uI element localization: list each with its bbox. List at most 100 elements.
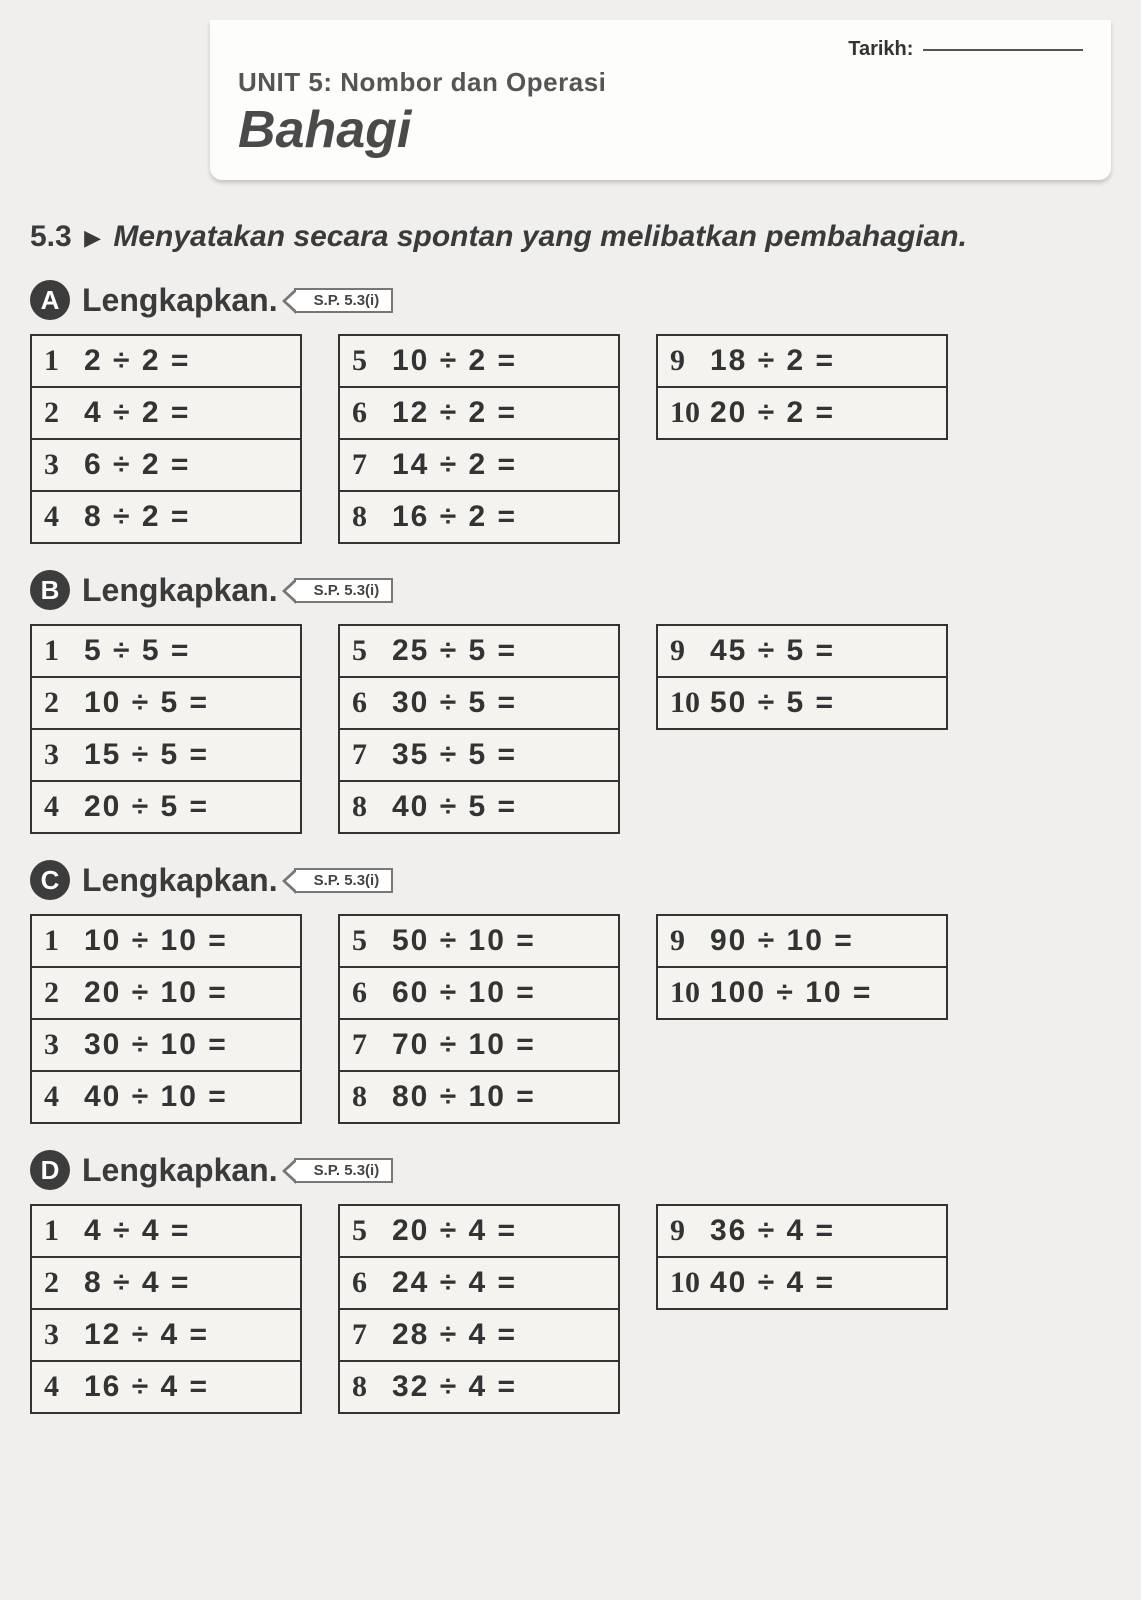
question-equation: 10 ÷ 2 = <box>392 344 517 377</box>
question-number: 7 <box>352 1318 384 1352</box>
subheading: 5.3 ▶ Menyatakan secara spontan yang mel… <box>30 220 1111 254</box>
question-number: 2 <box>44 976 76 1010</box>
question-cell[interactable]: 525 ÷ 5 = <box>339 625 619 677</box>
header-card: Tarikh: UNIT 5: Nombor dan Operasi Bahag… <box>210 20 1111 180</box>
question-cell[interactable]: 612 ÷ 2 = <box>339 387 619 439</box>
question-cell[interactable]: 1020 ÷ 2 = <box>657 387 947 439</box>
table-row: 330 ÷ 10 = <box>31 1019 301 1071</box>
question-cell[interactable]: 550 ÷ 10 = <box>339 915 619 967</box>
question-cell[interactable]: 990 ÷ 10 = <box>657 915 947 967</box>
question-table: 12 ÷ 2 =24 ÷ 2 =36 ÷ 2 =48 ÷ 2 = <box>30 334 302 544</box>
question-cell[interactable]: 420 ÷ 5 = <box>31 781 301 833</box>
columns-row: 14 ÷ 4 =28 ÷ 4 =312 ÷ 4 =416 ÷ 4 = 520 ÷ … <box>30 1204 1111 1414</box>
table-row: 520 ÷ 4 = <box>339 1205 619 1257</box>
section-badge: B <box>30 570 70 610</box>
question-equation: 45 ÷ 5 = <box>710 634 835 667</box>
question-table: 110 ÷ 10 =220 ÷ 10 =330 ÷ 10 =440 ÷ 10 = <box>30 914 302 1124</box>
table-row: 990 ÷ 10 = <box>657 915 947 967</box>
table-row: 840 ÷ 5 = <box>339 781 619 833</box>
sp-tag: S.P. 5.3(i) <box>294 1158 394 1183</box>
question-cell[interactable]: 714 ÷ 2 = <box>339 439 619 491</box>
question-cell[interactable]: 440 ÷ 10 = <box>31 1071 301 1123</box>
question-cell[interactable]: 840 ÷ 5 = <box>339 781 619 833</box>
unit-line: UNIT 5: Nombor dan Operasi <box>238 67 1083 98</box>
question-number: 8 <box>352 790 384 824</box>
question-cell[interactable]: 832 ÷ 4 = <box>339 1361 619 1413</box>
columns-row: 12 ÷ 2 =24 ÷ 2 =36 ÷ 2 =48 ÷ 2 =510 ÷ 2 … <box>30 334 1111 544</box>
question-cell[interactable]: 728 ÷ 4 = <box>339 1309 619 1361</box>
question-equation: 50 ÷ 10 = <box>392 924 536 957</box>
question-number: 5 <box>352 1214 384 1248</box>
question-cell[interactable]: 110 ÷ 10 = <box>31 915 301 967</box>
question-cell[interactable]: 312 ÷ 4 = <box>31 1309 301 1361</box>
subheading-number: 5.3 <box>30 220 72 253</box>
question-cell[interactable]: 10100 ÷ 10 = <box>657 967 947 1019</box>
question-cell[interactable]: 28 ÷ 4 = <box>31 1257 301 1309</box>
section-title: Lengkapkan. <box>82 1152 278 1189</box>
table-row: 510 ÷ 2 = <box>339 335 619 387</box>
tarikh-label: Tarikh: <box>848 38 913 60</box>
question-cell[interactable]: 520 ÷ 4 = <box>339 1205 619 1257</box>
table-row: 1040 ÷ 4 = <box>657 1257 947 1309</box>
table-row: 312 ÷ 4 = <box>31 1309 301 1361</box>
question-cell[interactable]: 1040 ÷ 4 = <box>657 1257 947 1309</box>
question-cell[interactable]: 660 ÷ 10 = <box>339 967 619 1019</box>
table-row: 880 ÷ 10 = <box>339 1071 619 1123</box>
table-row: 918 ÷ 2 = <box>657 335 947 387</box>
triangle-icon: ▶ <box>84 225 101 250</box>
question-cell[interactable]: 15 ÷ 5 = <box>31 625 301 677</box>
table-row: 550 ÷ 10 = <box>339 915 619 967</box>
question-number: 5 <box>352 634 384 668</box>
question-cell[interactable]: 510 ÷ 2 = <box>339 335 619 387</box>
question-cell[interactable]: 880 ÷ 10 = <box>339 1071 619 1123</box>
question-cell[interactable]: 770 ÷ 10 = <box>339 1019 619 1071</box>
question-cell[interactable]: 624 ÷ 4 = <box>339 1257 619 1309</box>
question-number: 7 <box>352 738 384 772</box>
question-cell[interactable]: 735 ÷ 5 = <box>339 729 619 781</box>
question-equation: 2 ÷ 2 = <box>84 344 190 377</box>
question-cell[interactable]: 945 ÷ 5 = <box>657 625 947 677</box>
table-row: 770 ÷ 10 = <box>339 1019 619 1071</box>
table-row: 28 ÷ 4 = <box>31 1257 301 1309</box>
question-equation: 10 ÷ 5 = <box>84 686 209 719</box>
question-table: 510 ÷ 2 =612 ÷ 2 =714 ÷ 2 =816 ÷ 2 = <box>338 334 620 544</box>
question-equation: 90 ÷ 10 = <box>710 924 854 957</box>
question-equation: 20 ÷ 2 = <box>710 396 835 429</box>
question-cell[interactable]: 416 ÷ 4 = <box>31 1361 301 1413</box>
question-cell[interactable]: 210 ÷ 5 = <box>31 677 301 729</box>
table-row: 735 ÷ 5 = <box>339 729 619 781</box>
question-equation: 8 ÷ 4 = <box>84 1266 190 1299</box>
table-row: 945 ÷ 5 = <box>657 625 947 677</box>
question-number: 10 <box>670 686 702 720</box>
question-cell[interactable]: 630 ÷ 5 = <box>339 677 619 729</box>
question-cell[interactable]: 330 ÷ 10 = <box>31 1019 301 1071</box>
question-equation: 40 ÷ 10 = <box>84 1080 228 1113</box>
sp-tag: S.P. 5.3(i) <box>294 288 394 313</box>
question-equation: 14 ÷ 2 = <box>392 448 517 481</box>
table-row: 36 ÷ 2 = <box>31 439 301 491</box>
question-number: 8 <box>352 1080 384 1114</box>
columns-row: 110 ÷ 10 =220 ÷ 10 =330 ÷ 10 =440 ÷ 10 =… <box>30 914 1111 1124</box>
question-cell[interactable]: 1050 ÷ 5 = <box>657 677 947 729</box>
question-cell[interactable]: 12 ÷ 2 = <box>31 335 301 387</box>
section-c: CLengkapkan.S.P. 5.3(i)110 ÷ 10 =220 ÷ 1… <box>30 860 1111 1124</box>
question-cell[interactable]: 816 ÷ 2 = <box>339 491 619 543</box>
question-cell[interactable]: 36 ÷ 2 = <box>31 439 301 491</box>
question-equation: 4 ÷ 2 = <box>84 396 190 429</box>
question-cell[interactable]: 14 ÷ 4 = <box>31 1205 301 1257</box>
question-number: 9 <box>670 634 702 668</box>
question-cell[interactable]: 48 ÷ 2 = <box>31 491 301 543</box>
question-equation: 12 ÷ 4 = <box>84 1318 209 1351</box>
question-cell[interactable]: 220 ÷ 10 = <box>31 967 301 1019</box>
sp-tag: S.P. 5.3(i) <box>294 868 394 893</box>
question-cell[interactable]: 24 ÷ 2 = <box>31 387 301 439</box>
tarikh-blank-line[interactable] <box>923 49 1083 51</box>
question-cell[interactable]: 315 ÷ 5 = <box>31 729 301 781</box>
question-cell[interactable]: 936 ÷ 4 = <box>657 1205 947 1257</box>
table-row: 48 ÷ 2 = <box>31 491 301 543</box>
question-cell[interactable]: 918 ÷ 2 = <box>657 335 947 387</box>
question-number: 1 <box>44 924 76 958</box>
section-title: Lengkapkan. <box>82 282 278 319</box>
table-row: 15 ÷ 5 = <box>31 625 301 677</box>
table-row: 816 ÷ 2 = <box>339 491 619 543</box>
